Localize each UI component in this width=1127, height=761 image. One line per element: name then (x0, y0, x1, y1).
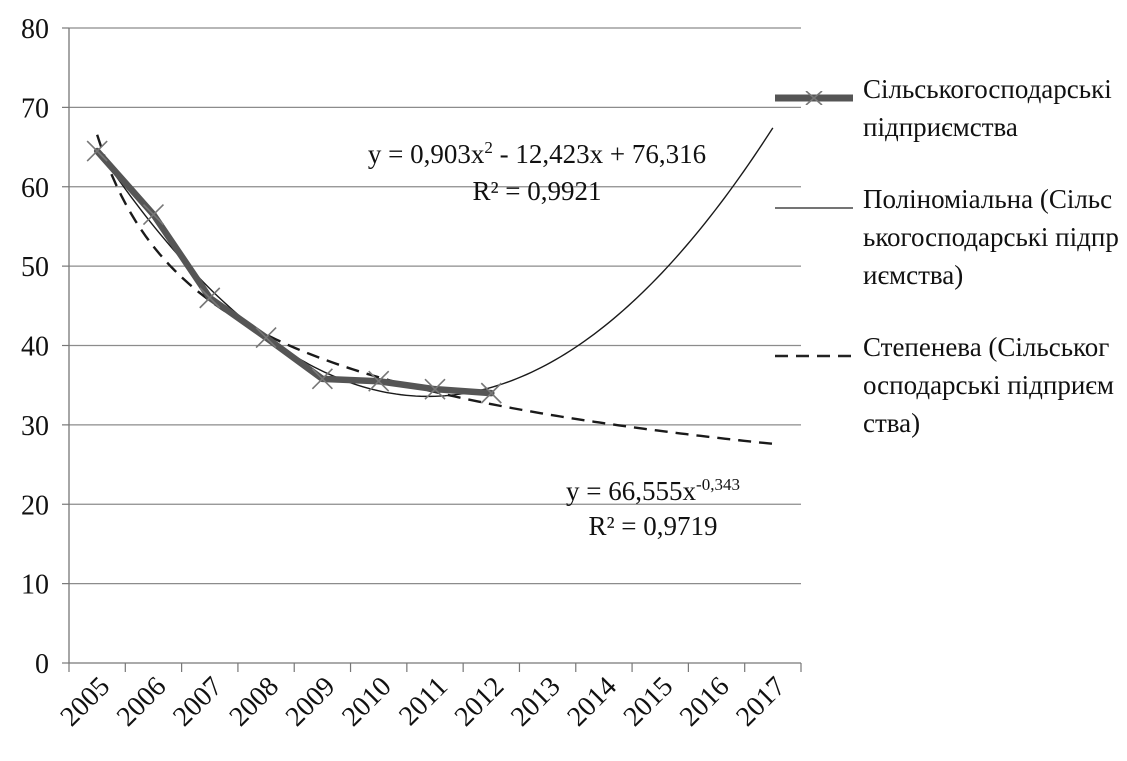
poly-eq-a: y = 0,903x (368, 139, 485, 169)
data-point-marker-2011 (424, 378, 446, 400)
data-point-marker-2009 (311, 368, 333, 390)
x-tick-labels: 2005200620072008200920102011201220132014… (55, 671, 792, 733)
legend-swatch-power (775, 354, 853, 358)
power-equation: y = 66,555x-0,343 (566, 475, 740, 506)
legend-label-data: Сільськогосподарські підприємства (863, 74, 1112, 142)
poly-equation: y = 0,903x2 - 12,423x + 76,316 (368, 138, 706, 169)
legend-label-power: Степенева (Сільськогосподарські підприєм… (863, 332, 1114, 438)
y-tick-label: 60 (21, 173, 49, 204)
data-point-marker-2012 (480, 382, 502, 404)
legend-swatch-polynomial (775, 207, 853, 209)
x-tick-label: 2015 (618, 671, 680, 733)
y-tick-labels: 0 10 20 30 40 50 60 70 80 (21, 14, 49, 680)
legend: Сільськогосподарські підприємства Поліно… (775, 70, 1125, 476)
data-point-marker-2007 (199, 287, 221, 309)
x-tick-label: 2010 (336, 671, 398, 733)
x-tick-label: 2016 (674, 671, 736, 733)
data-point-marker-2006 (142, 203, 165, 226)
x-tick-label: 2014 (561, 671, 623, 733)
legend-item-polynomial: Поліноміальна (Сільськогосподарські підп… (775, 180, 1125, 294)
x-tick-label: 2006 (111, 671, 173, 733)
x-tick-label: 2008 (224, 671, 286, 733)
x-tick-label: 2013 (505, 671, 567, 733)
polynomial-trendline (96, 127, 774, 398)
y-tick-label: 70 (21, 93, 49, 124)
plot-series (86, 127, 774, 446)
y-tick-label: 80 (21, 14, 49, 45)
legend-item-power: Степенева (Сільськогосподарські підприєм… (775, 328, 1125, 442)
poly-eq-sup: 2 (484, 138, 493, 157)
power-eq-sup: -0,343 (696, 475, 740, 494)
x-tick-label: 2012 (449, 671, 511, 733)
x-tick-label: 2011 (393, 671, 454, 732)
y-tick-label: 40 (21, 332, 49, 363)
data-point-marker-2008 (255, 326, 277, 349)
y-tick-label: 30 (21, 411, 49, 442)
legend-label-polynomial: Поліноміальна (Сільськогосподарські підп… (863, 184, 1119, 290)
axes (62, 27, 802, 672)
x-tick-label: 2017 (730, 671, 792, 733)
y-tick-label: 10 (21, 570, 49, 601)
poly-eq-b: - 12,423x + 76,316 (493, 139, 706, 169)
y-tick-label: 50 (21, 252, 49, 283)
y-tick-label: 0 (35, 649, 49, 680)
legend-item-data: Сільськогосподарські підприємства (775, 70, 1125, 146)
x-tick-label: 2005 (55, 671, 117, 733)
power-r2: R² = 0,9719 (588, 511, 717, 541)
x-tick-label: 2007 (167, 671, 229, 733)
poly-r2: R² = 0,9921 (472, 176, 601, 206)
data-point-marker-2010 (368, 370, 390, 392)
power-trendline (96, 134, 773, 446)
power-eq-a: y = 66,555x (566, 476, 696, 506)
y-tick-label: 20 (21, 490, 49, 521)
trendline-equations: y = 0,903x2 - 12,423x + 76,316 R² = 0,99… (368, 138, 740, 541)
x-tick-label: 2009 (280, 671, 342, 733)
legend-swatch-data (775, 91, 853, 105)
series-line-data (93, 147, 495, 397)
data-point-marker-2005 (86, 140, 108, 162)
